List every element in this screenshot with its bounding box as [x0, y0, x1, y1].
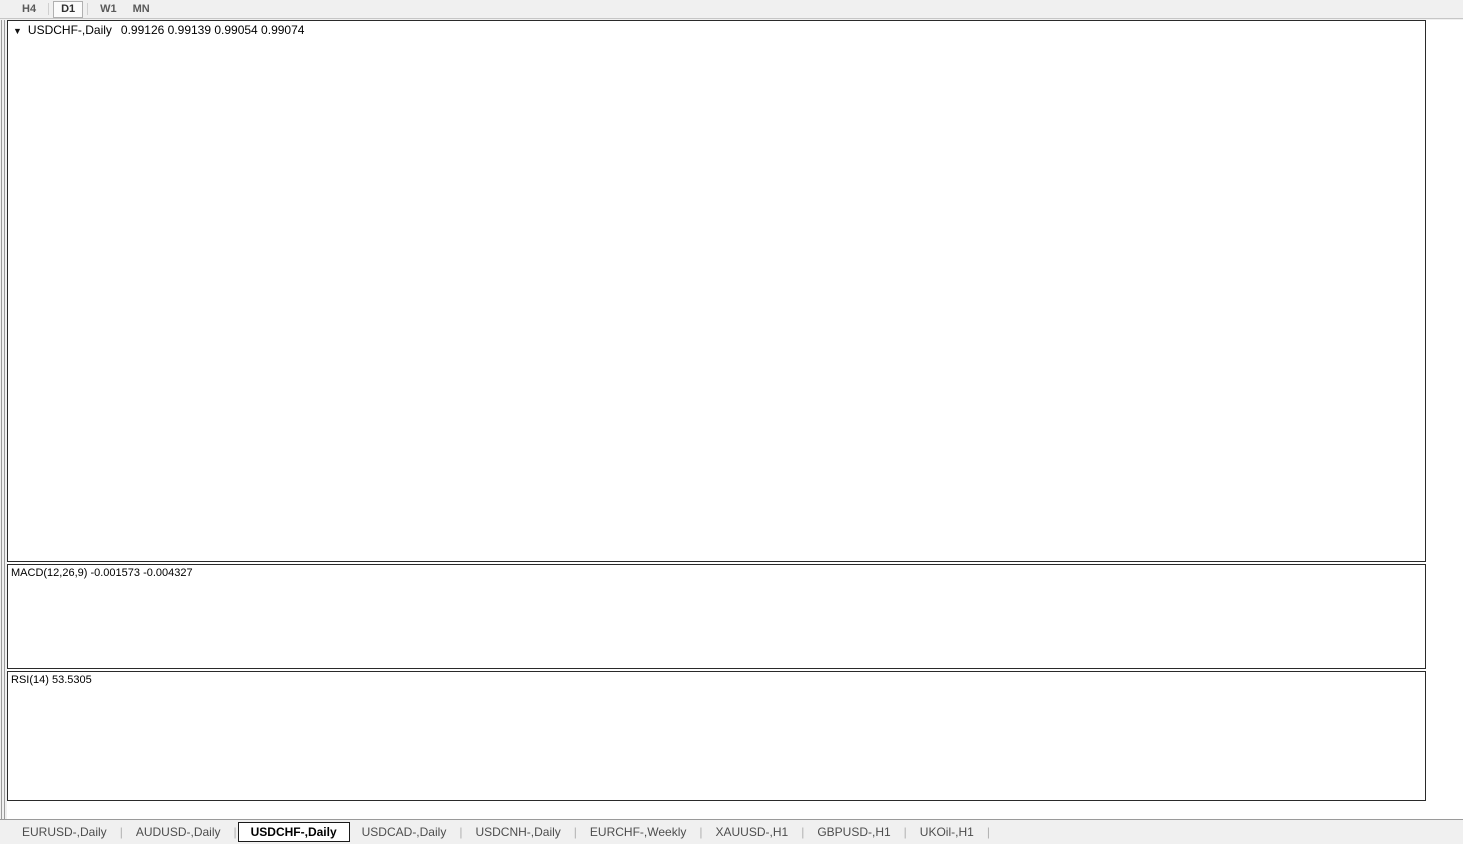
tab-gbpusd-h1[interactable]: GBPUSD-,H1 [817, 825, 891, 839]
window-bottom-frame [0, 819, 1463, 820]
chart-background[interactable] [7, 20, 1463, 819]
tab-audusd-daily[interactable]: AUDUSD-,Daily [135, 825, 221, 839]
tab-xauusd-h1[interactable]: XAUUSD-,H1 [715, 825, 789, 839]
macd-panel[interactable] [7, 564, 1426, 669]
timeframe-h4-button[interactable]: H4 [22, 2, 37, 15]
tab-separator: | [903, 825, 907, 839]
tab-separator: | [573, 825, 577, 839]
timeframe-w1-button[interactable]: W1 [100, 2, 117, 15]
rsi-indicator-label: RSI(14) 53.5305 [11, 674, 92, 686]
tab-usdcnh-daily[interactable]: USDCNH-,Daily [475, 825, 561, 839]
toolbar-separator [48, 3, 50, 15]
tab-separator: | [119, 825, 123, 839]
tab-separator: | [233, 825, 237, 839]
tab-usdchf-daily[interactable]: USDCHF-,Daily [237, 822, 350, 842]
window-left-frame [4, 20, 5, 819]
tab-separator: | [699, 825, 703, 839]
chart-title: ▼ USDCHF-,Daily 0.99126 0.99139 0.99054 0.… [13, 23, 304, 37]
timeframe-d1-button[interactable]: D1 [53, 0, 84, 18]
tab-separator: | [986, 825, 990, 839]
tab-usdcad-daily[interactable]: USDCAD-,Daily [361, 825, 447, 839]
tab-separator: | [459, 825, 463, 839]
timeframe-mn-button[interactable]: MN [132, 2, 150, 15]
macd-indicator-label: MACD(12,26,9) -0.001573 -0.004327 [11, 567, 193, 579]
tab-eurusd-daily[interactable]: EURUSD-,Daily [22, 825, 107, 839]
chart-symbol-label: USDCHF-,Daily [27, 23, 112, 37]
rsi-panel[interactable] [7, 671, 1426, 801]
chart-dropdown-icon[interactable]: ▼ [13, 26, 22, 36]
timeframe-toolbar: H4 D1 W1 MN [0, 0, 1463, 19]
tab-separator: | [801, 825, 805, 839]
chart-tabs-bar: EURUSD-,Daily | AUDUSD-,Daily | USDCHF-,Da… [0, 820, 1463, 844]
toolbar-separator [87, 3, 89, 15]
chart-ohlc-values: 0.99126 0.99139 0.99054 0.99074 [120, 23, 305, 37]
window-left-frame [1, 20, 2, 819]
tab-ukoil-h1[interactable]: UKOil-,H1 [919, 825, 974, 839]
tab-eurchf-weekly[interactable]: EURCHF-,Weekly [589, 825, 687, 839]
price-panel[interactable] [7, 20, 1426, 562]
